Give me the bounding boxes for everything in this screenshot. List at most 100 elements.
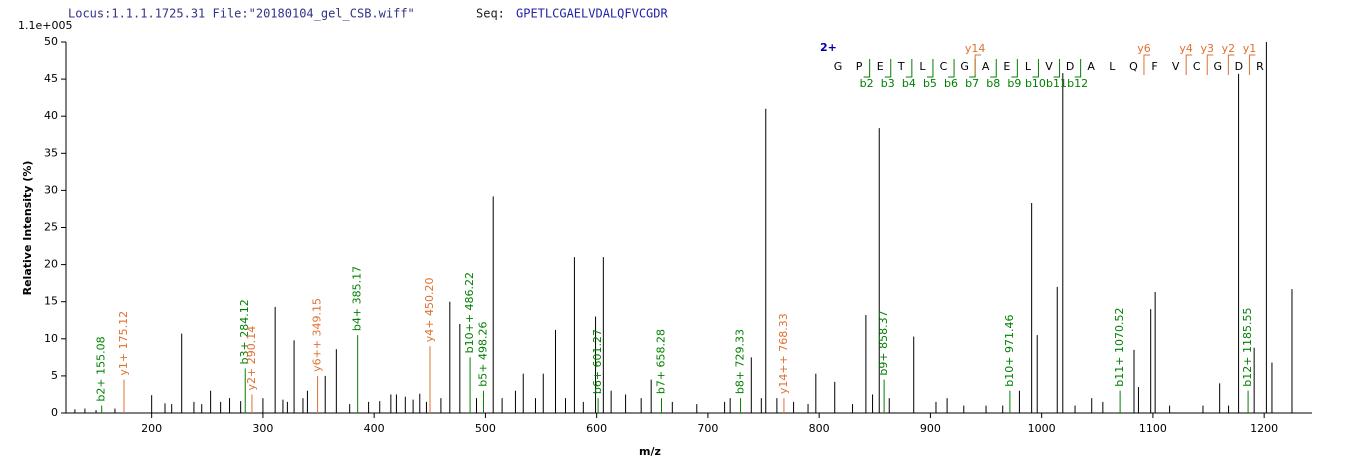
x-tick-label: 1100 — [1139, 422, 1167, 435]
residue: T — [897, 60, 905, 73]
b-ion-label: b12 — [1067, 77, 1088, 90]
residue: E — [877, 60, 884, 73]
b-bracket — [1053, 59, 1061, 78]
y-ion-label: y2 — [1222, 42, 1236, 55]
b-bracket — [1074, 59, 1082, 78]
y-bracket — [1206, 54, 1214, 75]
peak-label: b2+ 155.08 — [95, 336, 108, 401]
residue: Q — [1129, 60, 1138, 73]
b-ion-label: b11 — [1046, 77, 1067, 90]
b-ion-label: b10 — [1025, 77, 1046, 90]
charge-label: 2+ — [820, 41, 837, 54]
y-tick-label: 20 — [44, 258, 58, 271]
b-bracket — [969, 59, 976, 78]
y-tick-label: 25 — [44, 221, 58, 234]
residue: C — [940, 60, 948, 73]
y-axis-label: Relative Intensity (%) — [21, 161, 34, 296]
y-bracket — [974, 54, 982, 75]
peak-label: y2+ 290.14 — [245, 326, 258, 391]
residue: G — [834, 60, 843, 73]
x-tick-label: 500 — [475, 422, 496, 435]
residue: A — [1087, 60, 1095, 73]
b-ion-label: b8 — [986, 77, 1000, 90]
b-ion-label: b4 — [902, 77, 916, 90]
locus-info: Locus:1.1.1.1725.31 File:"20180104_gel_C… — [68, 7, 415, 21]
residue: A — [982, 60, 990, 73]
y-ion-label: y1 — [1243, 42, 1257, 55]
b-ion-label: b7 — [965, 77, 979, 90]
residue: V — [1045, 60, 1053, 73]
scale-label: 1.1e+005 — [18, 19, 72, 32]
b-ion-label: b2 — [860, 77, 874, 90]
residue: G — [1214, 60, 1223, 73]
residue: E — [1003, 60, 1010, 73]
b-ion-label: b6 — [944, 77, 958, 90]
y-bracket — [1185, 54, 1193, 75]
y-tick-label: 15 — [44, 295, 58, 308]
y-tick-label: 40 — [44, 109, 58, 122]
y-tick-label: 0 — [51, 406, 58, 419]
x-axis-label: m/z — [639, 445, 661, 458]
x-tick-label: 600 — [586, 422, 607, 435]
peak-label: y1+ 175.12 — [117, 311, 130, 376]
peak-label: b4+ 385.17 — [351, 266, 364, 331]
residue: R — [1256, 60, 1264, 73]
x-tick-label: 800 — [809, 422, 830, 435]
residue: L — [1109, 60, 1116, 73]
peak-label: b10++ 486.22 — [463, 272, 476, 353]
residue: D — [1066, 60, 1074, 73]
b-bracket — [863, 59, 871, 78]
residue: D — [1235, 60, 1243, 73]
x-tick-label: 900 — [920, 422, 941, 435]
b-bracket — [905, 59, 913, 78]
b-bracket — [990, 59, 997, 78]
peak-label: b8+ 729.33 — [734, 329, 747, 394]
y-tick-label: 30 — [44, 183, 58, 196]
residue: F — [1151, 60, 1157, 73]
peak-label: b12+ 1185.55 — [1241, 308, 1254, 387]
y-ion-label: y3 — [1200, 42, 1214, 55]
peak-label: b10+ 971.46 — [1003, 315, 1016, 387]
y-tick-label: 35 — [44, 146, 58, 159]
y-bracket — [1248, 54, 1256, 75]
residue: P — [856, 60, 863, 73]
x-tick-label: 400 — [364, 422, 385, 435]
residue: L — [919, 60, 926, 73]
y-ion-label: y14 — [965, 42, 986, 55]
peak-label: b7+ 658.28 — [654, 329, 667, 394]
b-bracket — [1011, 59, 1018, 78]
peak-label: y14++ 768.33 — [777, 313, 790, 394]
x-tick-label: 700 — [697, 422, 718, 435]
residue: G — [960, 60, 969, 73]
sequence: GPETLCGAELVDALQFVCGDR — [516, 7, 668, 21]
b-bracket — [1032, 59, 1039, 78]
y-ion-label: y6 — [1137, 42, 1151, 55]
y-tick-label: 45 — [44, 72, 58, 85]
x-tick-label: 1000 — [1028, 422, 1056, 435]
y-tick-label: 10 — [44, 332, 58, 345]
x-tick-label: 200 — [141, 422, 162, 435]
b-bracket — [884, 59, 892, 78]
peak-label: b5+ 498.26 — [476, 322, 489, 387]
y-bracket — [1143, 54, 1150, 75]
residue: V — [1172, 60, 1180, 73]
b-bracket — [926, 59, 934, 78]
peak-label: b6+ 601.27 — [591, 329, 604, 394]
residue: L — [1025, 60, 1032, 73]
peak-label: y4+ 450.20 — [423, 278, 436, 343]
y-tick-label: 50 — [44, 35, 58, 48]
y-bracket — [1227, 54, 1235, 75]
y-ion-label: y4 — [1179, 42, 1193, 55]
b-ion-label: b5 — [923, 77, 937, 90]
peak-label: b9+ 858.37 — [877, 310, 890, 375]
residue: C — [1193, 60, 1201, 73]
b-ion-label: b3 — [881, 77, 895, 90]
peak-label: b3+ 284.12 — [238, 299, 251, 364]
x-tick-label: 1200 — [1250, 422, 1278, 435]
peak-label: y6++ 349.15 — [311, 298, 324, 372]
x-tick-label: 300 — [252, 422, 273, 435]
b-bracket — [948, 59, 955, 78]
b-ion-label: b9 — [1007, 77, 1021, 90]
y-tick-label: 5 — [51, 369, 58, 382]
